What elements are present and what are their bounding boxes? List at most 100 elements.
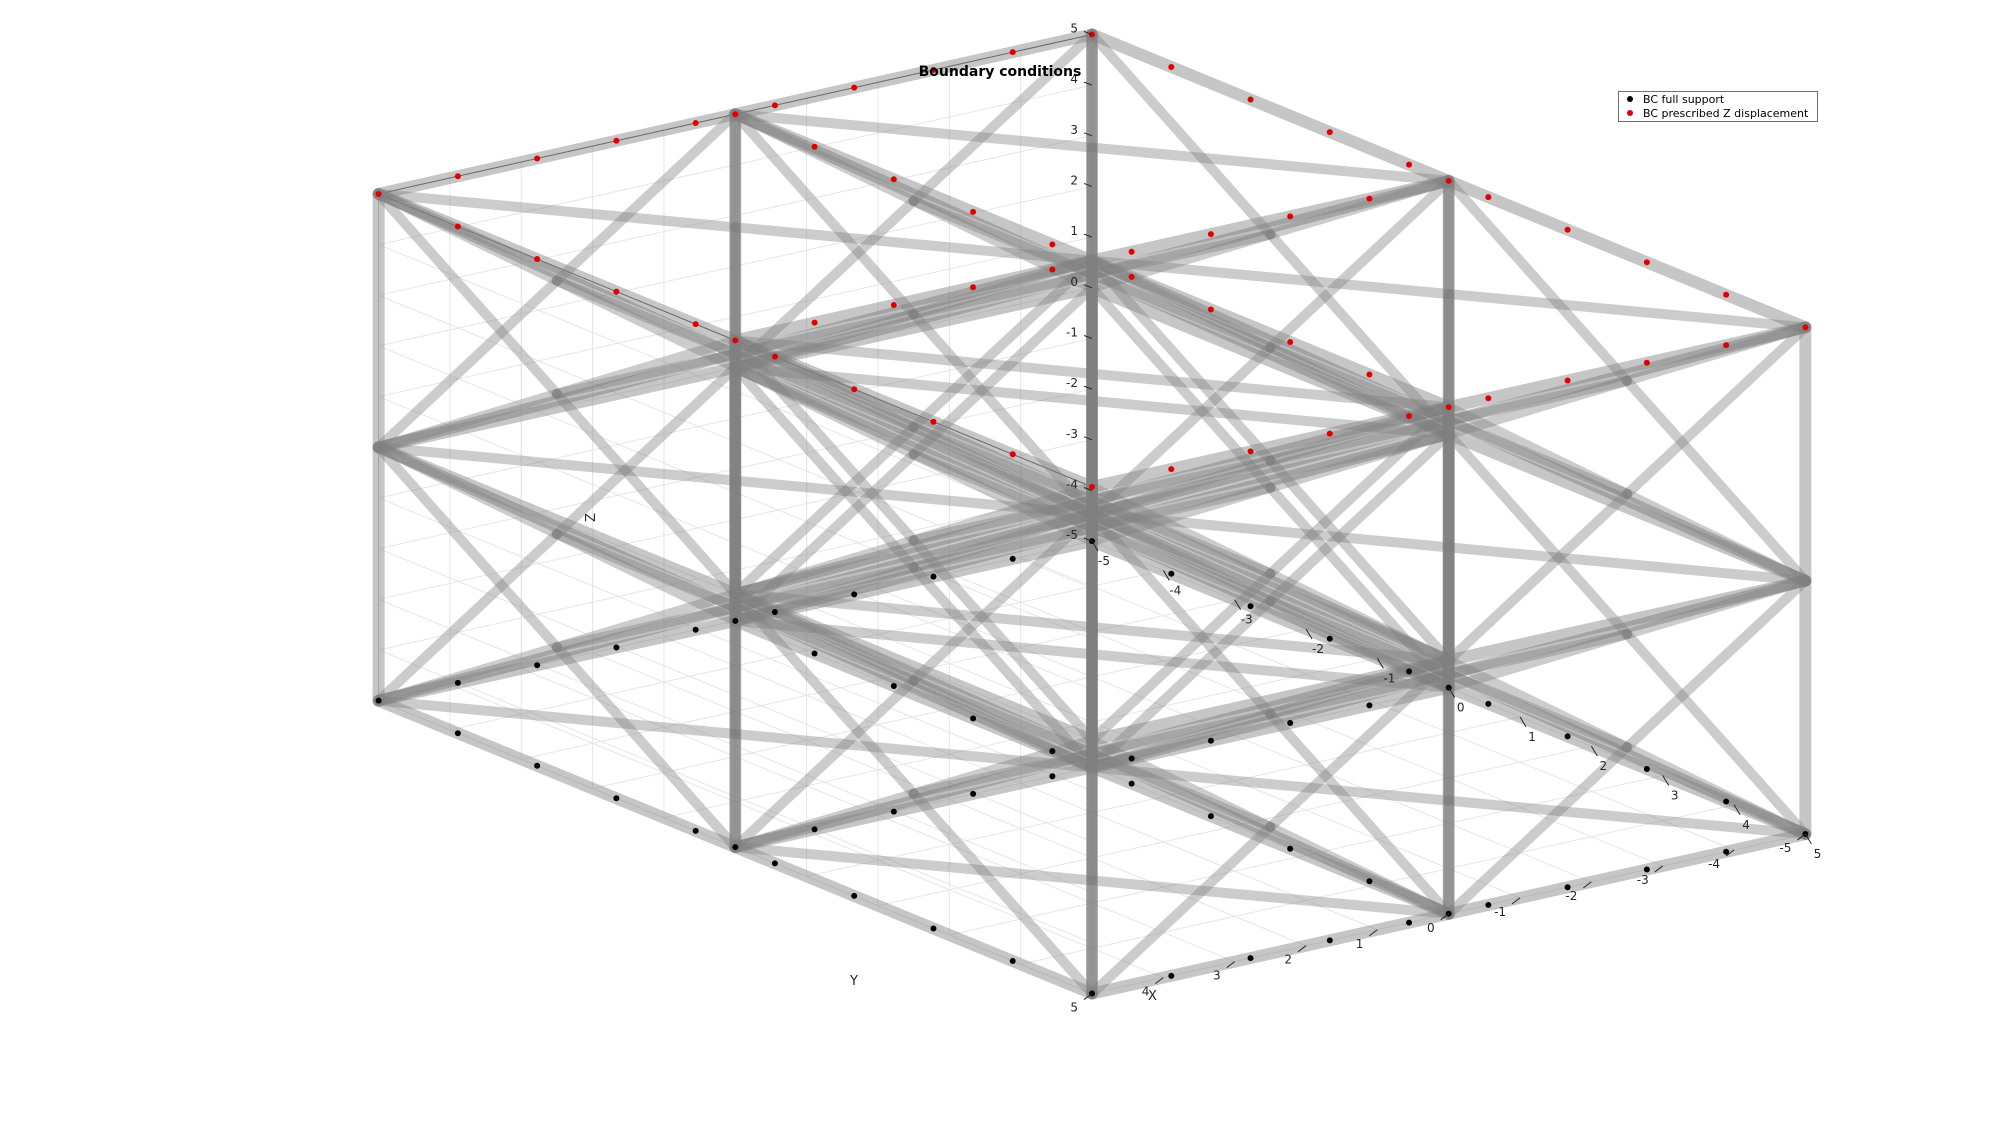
bc-prescribed-z-point [1445,177,1452,184]
strut [1265,708,1454,919]
z-tick-mark [1083,182,1093,187]
strut [1443,742,1633,919]
bc-prescribed-z-point [1326,430,1333,437]
strut [730,615,1097,660]
bc-prescribed-z-point [1089,483,1095,490]
z-tick-mark [1083,537,1093,542]
strut [730,449,919,626]
strut [551,602,741,653]
y-tick-label: 2 [1284,953,1292,967]
strut [908,748,1097,799]
bc-full-support-point [1207,813,1214,820]
strut [1086,494,1455,666]
bc-full-support-point [1326,635,1333,642]
strut [1265,429,1454,606]
x-axis-label: X [1148,989,1157,1004]
bc-full-support-point [375,697,382,704]
strut [1443,415,1811,587]
bc-full-support-point [1485,901,1492,908]
strut [1622,322,1811,386]
strut [1622,575,1811,753]
bc-prescribed-z-point [1009,49,1016,56]
strut [1087,595,1276,773]
z-tick-label: -1 [1066,325,1078,339]
strut [1087,395,1454,440]
strut [908,255,1097,320]
strut [1087,509,1276,719]
strut [551,275,741,359]
bc-full-support-point [1207,737,1214,744]
bc-prescribed-z-point [930,66,937,73]
strut [730,196,919,373]
strut [729,108,1098,280]
bc-prescribed-z-point [1366,371,1373,378]
strut [1086,668,1455,773]
bc-prescribed-z-point [1326,129,1333,136]
strut [729,268,1098,374]
bc-full-support-point [534,662,541,669]
x-tick-label: 5 [1814,847,1822,861]
strut [908,788,1097,999]
strut [908,309,1097,519]
strut [908,29,1097,206]
strut [908,509,1097,573]
strut [1443,488,1633,666]
strut [729,508,1098,613]
strut [1265,568,1454,666]
bc-prescribed-z-point [851,386,858,393]
strut [730,588,1097,633]
strut [551,529,741,626]
bc-prescribed-z-point [1564,377,1571,384]
bc-full-support-point [771,860,778,867]
z-tick-mark [1083,335,1093,339]
bc-full-support-point [1049,773,1056,780]
bc-prescribed-z-point [1207,231,1214,238]
strut [1622,629,1811,840]
bc-prescribed-z-point [732,111,739,118]
z-tick-label: 0 [1070,275,1078,289]
bc-full-support-point [1326,937,1333,944]
strut [730,109,919,320]
strut [1086,522,1455,694]
strut [1087,622,1454,666]
strut [908,255,1097,433]
strut [1087,762,1454,806]
legend-label: BC full support [1643,93,1725,106]
strut [1086,748,1455,920]
bc-prescribed-z-point [1128,273,1135,280]
strut [908,535,1097,746]
bc-prescribed-z-point [1643,359,1650,366]
strut [730,335,919,546]
bc-prescribed-z-point [811,143,818,150]
legend-entry-full-support: BC full support [1627,93,1724,106]
y-tick-label: -1 [1494,905,1506,919]
strut [1622,375,1811,586]
strut [1622,575,1811,640]
bc-prescribed-z-point [1049,241,1056,248]
legend-marker-black-dot [1627,96,1633,102]
bc-prescribed-z-point [1485,194,1492,201]
y-tick-label: 0 [1427,921,1435,935]
strut [1087,255,1454,299]
bc-prescribed-z-point [1207,306,1214,313]
bc-full-support-point [1643,765,1650,772]
bc-prescribed-z-point [1247,448,1254,455]
strut [730,222,1097,266]
strut [908,196,1097,280]
strut [729,588,1098,760]
strut [373,695,741,739]
bc-full-support-point [1406,919,1413,926]
strut [908,675,1097,773]
strut [551,109,741,286]
y-tick-mark [1725,849,1735,857]
bc-prescribed-z-point [1564,226,1571,233]
strut [1086,175,1455,280]
x-tick-mark [1162,570,1170,581]
x-tick-label: 4 [1742,818,1750,832]
strut [1265,415,1454,466]
bc-full-support-point [930,925,937,932]
x-tick-label: -5 [1098,554,1110,568]
bc-prescribed-z-point [1643,259,1650,266]
bc-full-support-point [1564,733,1571,740]
